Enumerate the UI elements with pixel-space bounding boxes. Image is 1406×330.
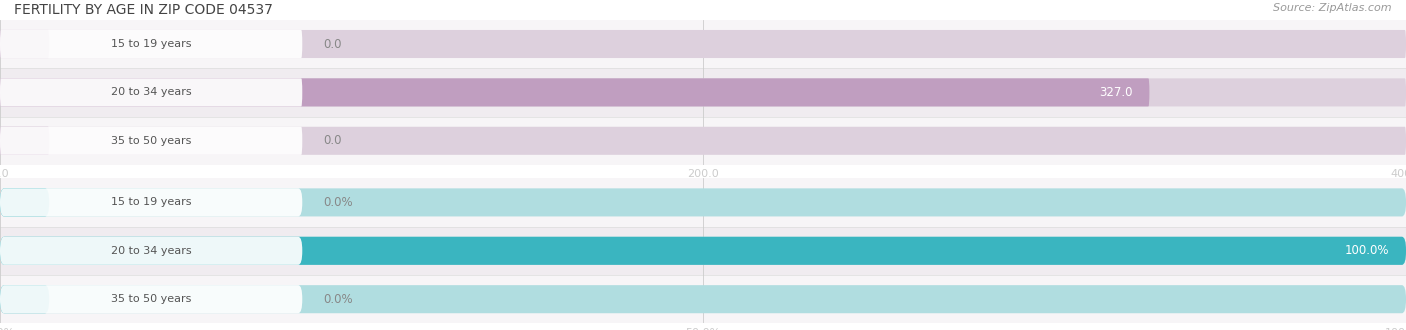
Text: 20 to 34 years: 20 to 34 years: [111, 246, 191, 256]
FancyBboxPatch shape: [0, 30, 1406, 58]
Bar: [0, 227, 1406, 275]
Text: 35 to 50 years: 35 to 50 years: [111, 294, 191, 304]
Text: 327.0: 327.0: [1099, 86, 1133, 99]
FancyBboxPatch shape: [0, 237, 1406, 265]
FancyBboxPatch shape: [0, 127, 302, 155]
FancyBboxPatch shape: [0, 78, 1406, 107]
Text: 15 to 19 years: 15 to 19 years: [111, 197, 191, 207]
Text: 0.0%: 0.0%: [323, 293, 353, 306]
Text: Source: ZipAtlas.com: Source: ZipAtlas.com: [1274, 3, 1392, 13]
FancyBboxPatch shape: [0, 127, 1406, 155]
Text: 15 to 19 years: 15 to 19 years: [111, 39, 191, 49]
Bar: [0, 68, 1406, 116]
FancyBboxPatch shape: [0, 285, 302, 313]
FancyBboxPatch shape: [0, 30, 49, 58]
Text: 0.0%: 0.0%: [323, 196, 353, 209]
FancyBboxPatch shape: [0, 30, 302, 58]
FancyBboxPatch shape: [0, 78, 1150, 107]
FancyBboxPatch shape: [0, 285, 49, 313]
FancyBboxPatch shape: [0, 237, 302, 265]
Text: 100.0%: 100.0%: [1344, 244, 1389, 257]
FancyBboxPatch shape: [0, 237, 1406, 265]
Text: 35 to 50 years: 35 to 50 years: [111, 136, 191, 146]
FancyBboxPatch shape: [0, 127, 49, 155]
Text: 0.0: 0.0: [323, 134, 342, 147]
Bar: [0, 116, 1406, 165]
FancyBboxPatch shape: [0, 188, 302, 216]
FancyBboxPatch shape: [0, 188, 49, 216]
Text: 0.0: 0.0: [323, 38, 342, 50]
Bar: [0, 20, 1406, 68]
Text: 20 to 34 years: 20 to 34 years: [111, 87, 191, 97]
FancyBboxPatch shape: [0, 188, 1406, 216]
Text: FERTILITY BY AGE IN ZIP CODE 04537: FERTILITY BY AGE IN ZIP CODE 04537: [14, 3, 273, 17]
Bar: [0, 275, 1406, 323]
FancyBboxPatch shape: [0, 78, 302, 107]
Bar: [0, 178, 1406, 227]
FancyBboxPatch shape: [0, 285, 1406, 313]
